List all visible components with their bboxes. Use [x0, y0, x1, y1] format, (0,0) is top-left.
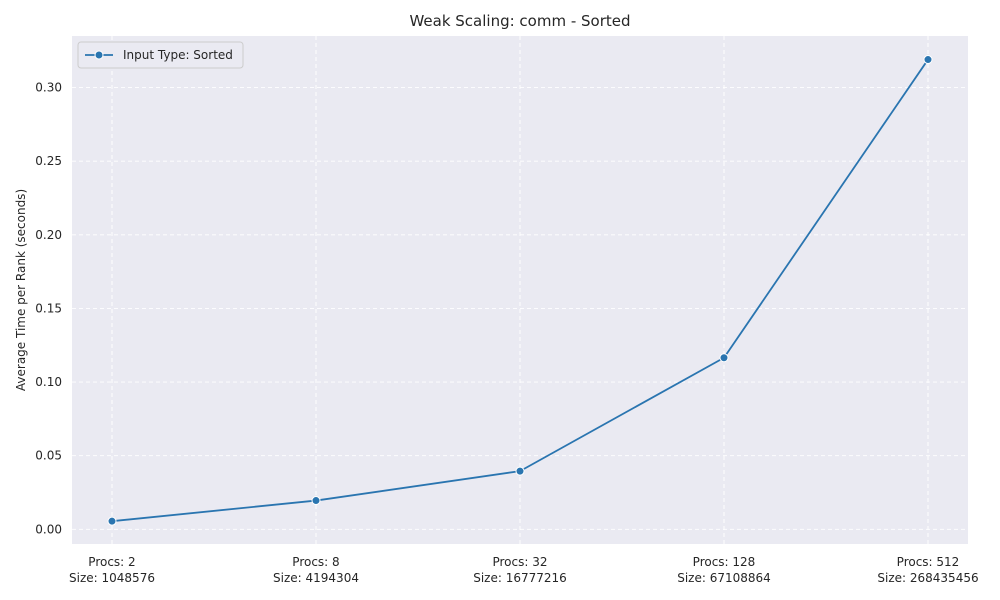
legend: Input Type: Sorted [77, 41, 244, 69]
grid [72, 36, 968, 544]
x-tick-label: Procs: 8 [292, 555, 339, 569]
x-tick-label: Size: 1048576 [69, 571, 155, 585]
data-point [923, 55, 933, 65]
y-tick-label: 0.05 [35, 449, 62, 463]
y-tick-label: 0.10 [35, 375, 62, 389]
data-point [515, 466, 525, 476]
x-tick-label: Procs: 2 [88, 555, 135, 569]
x-tick-label: Size: 67108864 [677, 571, 771, 585]
data-point [311, 496, 321, 506]
axes: 0.00 0.05 0.10 0.15 0.20 0.25 0.30 Procs: 2 Size… [35, 81, 978, 585]
x-tick-label: Procs: 128 [693, 555, 756, 569]
x-tick-label: Size: 16777216 [473, 571, 567, 585]
data-point [719, 353, 729, 363]
data-point [107, 516, 117, 526]
y-tick-label: 0.25 [35, 154, 62, 168]
y-tick-label: 0.00 [35, 522, 62, 536]
y-tick-label: 0.15 [35, 301, 62, 315]
legend-box [77, 41, 244, 69]
y-axis-label: Average Time per Rank (seconds) [14, 189, 28, 391]
legend-marker [94, 50, 104, 60]
chart-title: Weak Scaling: comm - Sorted [409, 12, 630, 30]
y-tick-label: 0.20 [35, 228, 62, 242]
x-tick-label: Size: 268435456 [877, 571, 978, 585]
x-tick-label: Size: 4194304 [273, 571, 359, 585]
series [107, 55, 933, 526]
x-tick-label: Procs: 512 [897, 555, 960, 569]
x-tick-label: Procs: 32 [492, 555, 547, 569]
legend-label: Input Type: Sorted [123, 48, 233, 62]
y-tick-label: 0.30 [35, 81, 62, 95]
